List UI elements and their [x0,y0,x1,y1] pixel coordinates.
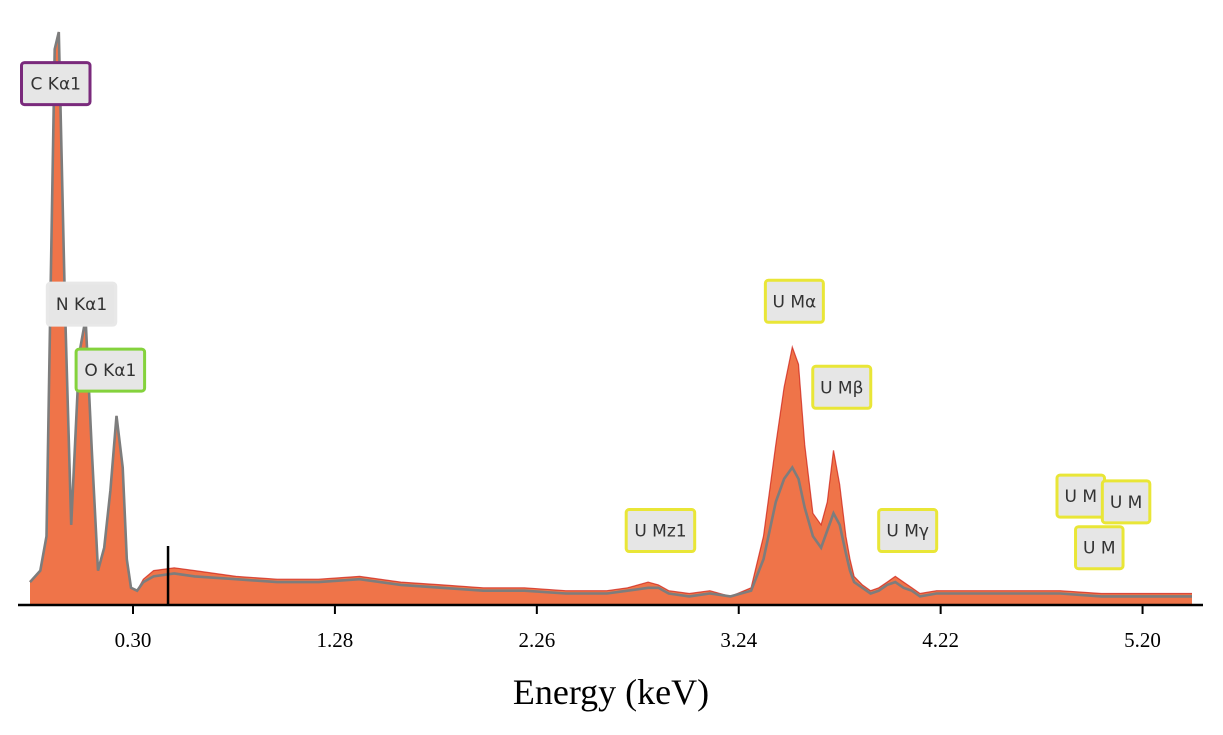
spectrum-outline-trace [29,31,1192,598]
peak-label-text: C Kα1 [31,75,81,95]
x-tick-label: 0.30 [115,628,152,652]
x-axis-title: Energy (keV) [513,672,709,712]
peak-labels-group: C Kα1 N Kα1 O Kα1 U Mz1 U Mα U Mβ U Mγ U M U M U … [20,61,1152,571]
peak-label: U M [1055,473,1106,519]
x-tick-label: 4.22 [922,628,959,652]
peak-label-box [763,278,825,324]
peak-label-text: U M [1110,493,1143,513]
x-tick-label: 5.20 [1124,628,1161,652]
peak-label: U Mα [763,278,825,324]
peak-label-box [20,61,92,107]
peak-label: U M [1100,479,1152,525]
peak-label-box [624,508,697,554]
peak-label-box [1100,479,1152,525]
x-tick-label: 1.28 [317,628,354,652]
spectrum-fill-area [30,32,1192,605]
peak-label: U Mz1 [624,508,697,554]
x-axis-group: 0.30 1.28 2.26 3.24 4.22 5.20 [18,603,1203,652]
peak-label: N Kα1 [45,281,118,327]
peak-label: U Mβ [811,364,873,410]
peak-label: C Kα1 [20,61,92,107]
x-tick-label: 3.24 [720,628,757,652]
spectrum-red-trace [29,31,1192,598]
peak-label-text: U Mβ [820,378,863,398]
peak-label-text: U Mα [772,292,816,312]
peak-label: O Kα1 [74,347,147,393]
peak-label-text: U M [1064,487,1097,507]
peak-label-text: U Mγ [886,522,929,542]
spectrum-area-group [29,31,1192,605]
peak-label-box [1074,525,1125,571]
peak-label-box [811,364,873,410]
peak-label-text: U Mz1 [634,522,686,542]
peak-label-text: U M [1083,539,1116,559]
peak-label-box [45,281,118,327]
x-tick-label: 2.26 [518,628,555,652]
peak-label: U M [1074,525,1125,571]
peak-label-box [74,347,147,393]
peak-label-text: O Kα1 [84,361,136,381]
peak-label-box [877,508,939,554]
peak-label-text: N Kα1 [56,295,107,315]
peak-label: U Mγ [877,508,939,554]
